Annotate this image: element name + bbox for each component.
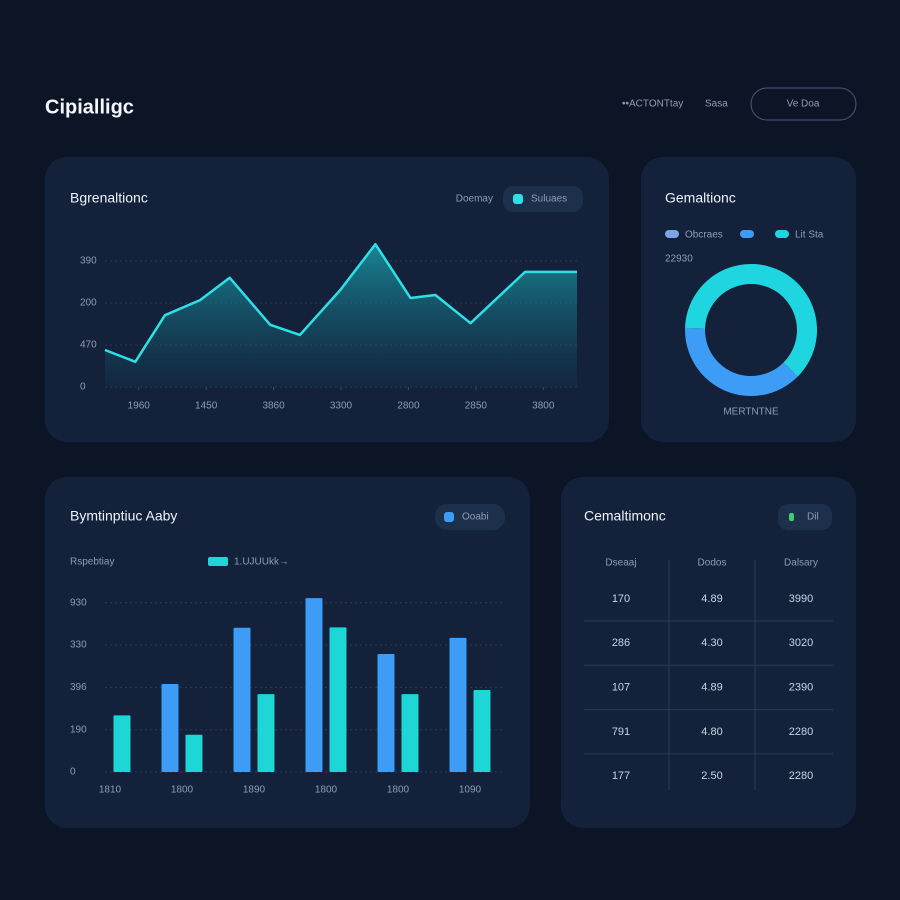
legend-swatch <box>444 512 454 522</box>
legend-label: Doemay <box>456 194 493 205</box>
y-tick-label: 470 <box>80 340 97 351</box>
x-tick-label: 2800 <box>397 401 420 412</box>
table-cell: 4.30 <box>701 637 722 649</box>
bar <box>185 734 203 772</box>
y-tick-label: 930 <box>70 597 87 608</box>
table-cell: 107 <box>612 682 630 694</box>
table-cell: 4.89 <box>701 593 722 605</box>
x-tick-label: 3300 <box>330 401 353 412</box>
legend-label: Obcraes <box>685 230 723 241</box>
table-cell: 2390 <box>789 682 813 694</box>
legend-label: 1.UJUUkk→ <box>234 557 289 568</box>
legend-pill <box>503 186 583 212</box>
area <box>105 244 577 387</box>
bar <box>473 689 491 772</box>
legend-label: Suluaes <box>531 194 567 205</box>
table-cell: 791 <box>612 726 630 738</box>
legend-swatch <box>740 230 754 238</box>
table-cell: 2280 <box>789 726 813 738</box>
header-button-label[interactable]: Ve Doa <box>787 99 820 110</box>
table-button[interactable] <box>778 504 832 530</box>
donut-slice <box>685 327 798 396</box>
annotation: 22930 <box>665 254 693 265</box>
bar <box>449 637 467 772</box>
app-title: Cipialligc <box>45 96 134 118</box>
legend-swatch <box>775 230 789 238</box>
legend-swatch <box>208 557 228 566</box>
bar <box>377 653 395 772</box>
table-cell: 3990 <box>789 593 813 605</box>
table-button-label: Dil <box>807 512 819 523</box>
panel-title: Gemaltionc <box>665 190 736 206</box>
column-header: Dseaaj <box>605 558 636 569</box>
table-cell: 177 <box>612 770 630 782</box>
header-button[interactable] <box>750 87 857 121</box>
table-cell: 170 <box>612 593 630 605</box>
x-tick-label: 1090 <box>459 785 482 796</box>
panel-title: Bymtinptiuc Aaby <box>70 508 177 524</box>
donut-slice <box>685 264 818 377</box>
nav-link[interactable]: Sasa <box>705 99 728 110</box>
x-tick-label: 1800 <box>315 785 338 796</box>
x-tick-label: 3800 <box>532 401 555 412</box>
table-cell: 4.89 <box>701 682 722 694</box>
legend-swatch <box>665 230 679 238</box>
table-cell: 2280 <box>789 770 813 782</box>
x-tick-label: 1810 <box>99 785 122 796</box>
y-tick-label: 190 <box>70 724 87 735</box>
x-tick-label: 2850 <box>465 401 488 412</box>
bar <box>305 598 323 772</box>
content: Bgrenaltionc Doemay Suluaes 0 470 200 390 1960 1… <box>70 186 833 796</box>
bar <box>233 627 251 772</box>
x-tick-label: 1800 <box>171 785 194 796</box>
column-header: Dodos <box>698 558 727 569</box>
y-tick-label: 0 <box>70 767 76 778</box>
table-cell: 3020 <box>789 637 813 649</box>
y-tick-label: 0 <box>80 382 86 393</box>
table-cell: 4.80 <box>701 726 722 738</box>
line <box>104 242 577 364</box>
panel-title: Cemaltimonc <box>584 508 666 524</box>
y-tick-label: 200 <box>80 298 97 309</box>
y-tick-label: 396 <box>70 682 87 693</box>
table-cell: 2.50 <box>701 770 722 782</box>
bar <box>113 715 131 772</box>
legend-label: Lit Sta <box>795 230 824 241</box>
y-tick-label: 390 <box>80 256 97 267</box>
panel <box>561 477 856 828</box>
status-dot <box>789 513 794 521</box>
x-tick-label: 1450 <box>195 401 218 412</box>
bar <box>257 694 275 772</box>
nav-link[interactable]: ••ACTONTtay <box>622 99 683 110</box>
legend-pill <box>435 504 505 530</box>
column-header: Dalsary <box>784 558 818 569</box>
x-tick-label: 3860 <box>262 401 285 412</box>
bar <box>401 694 419 772</box>
note: MERTNTNE <box>723 407 779 418</box>
panel-subtitle: Rspebtiay <box>70 557 114 568</box>
legend-swatch <box>513 194 523 204</box>
bar <box>329 627 347 772</box>
x-tick-label: 1890 <box>243 785 266 796</box>
bar <box>161 684 179 772</box>
x-tick-label: 1800 <box>387 785 410 796</box>
legend-label: Ooabi <box>462 512 489 523</box>
x-tick-label: 1960 <box>128 401 151 412</box>
y-tick-label: 330 <box>70 640 87 651</box>
table-cell: 286 <box>612 637 630 649</box>
panel-title: Bgrenaltionc <box>70 190 148 206</box>
